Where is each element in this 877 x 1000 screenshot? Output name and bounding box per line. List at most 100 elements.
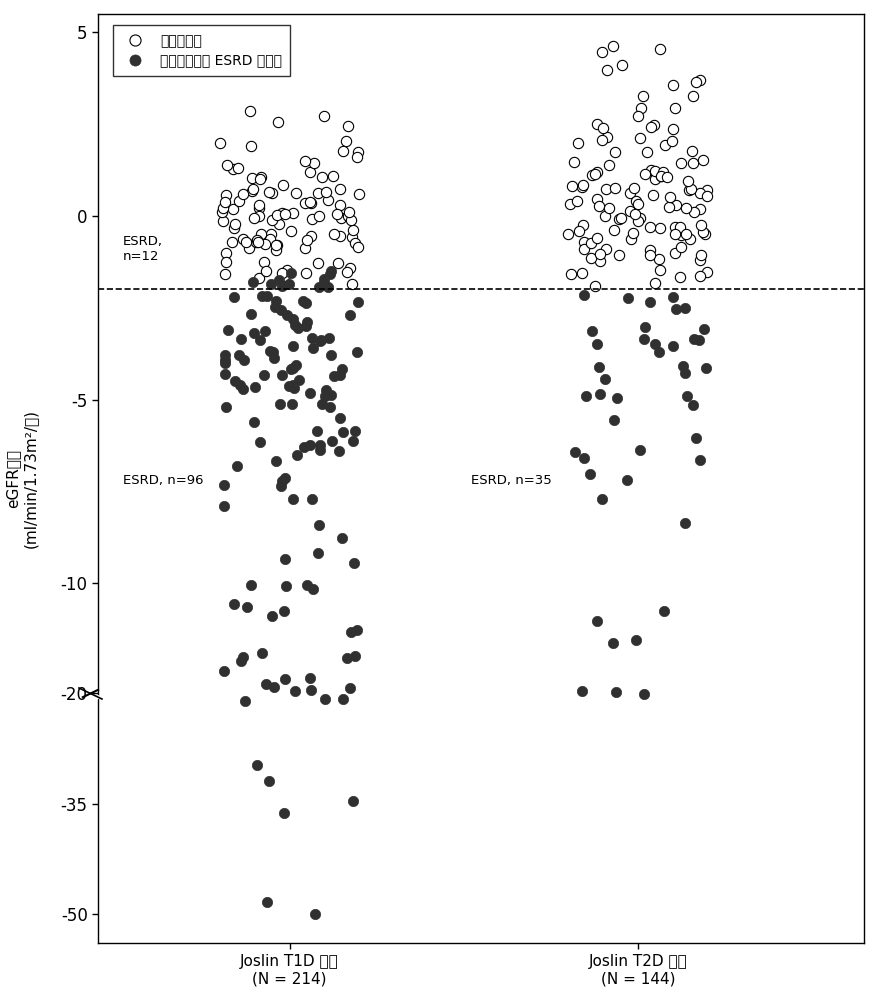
Point [284,361,298,377]
Point [225,161,239,177]
Point [647,171,661,187]
Point [563,266,577,282]
Point [608,180,622,196]
Point [652,220,666,236]
Point [642,219,656,235]
Point [298,195,312,211]
Point [231,160,245,176]
Point [345,229,359,245]
Point [575,217,589,233]
Point [311,255,325,271]
Point [647,275,661,291]
Point [288,683,302,699]
Point [560,226,574,242]
Point [620,290,634,306]
Point [286,205,300,221]
Point [269,237,283,253]
Point [289,185,303,201]
Point [221,322,235,338]
Point [318,184,332,200]
Point [234,653,248,669]
Point [265,185,279,201]
Point [681,182,695,198]
Point [257,367,271,383]
Point [252,270,266,286]
Point [339,264,353,280]
Point [342,680,356,696]
Point [692,252,706,268]
Point [607,412,621,428]
Point [647,336,661,352]
Point [269,293,283,309]
Point [567,154,581,170]
Point [283,223,297,239]
Point [606,222,620,238]
Point [637,686,651,702]
Point [248,234,262,250]
Point [642,294,656,310]
Point [236,381,250,397]
Point [305,211,319,227]
Point [266,344,280,360]
Point [217,355,232,371]
Point [317,691,332,707]
Point [317,108,331,124]
Point [571,223,585,239]
Point [258,236,272,252]
Point [635,88,649,104]
Point [300,314,314,330]
Point [340,118,354,134]
Point [698,360,712,376]
Point [317,271,331,287]
Point [344,624,358,640]
Point [695,152,709,168]
Point [692,72,706,88]
Point [656,603,670,619]
Point [592,359,606,375]
Point [244,306,258,322]
Point [216,213,230,229]
Point [251,234,265,250]
Point [217,498,232,514]
Point [699,182,713,198]
Point [303,437,317,453]
Point [329,206,343,222]
Point [218,399,232,415]
Point [274,478,288,494]
Point [298,295,312,311]
Point [599,129,613,145]
Point [239,234,253,250]
Point [289,447,303,463]
Point [667,226,681,242]
Point [318,388,332,404]
Point [661,199,675,215]
Point [652,41,666,57]
Point [253,171,267,187]
Point [611,247,625,263]
Point [262,773,276,789]
Point [697,226,711,242]
Point [644,119,658,135]
Point [614,57,628,73]
Point [584,167,598,183]
Point [282,378,296,394]
Point [241,240,255,256]
Point [268,237,282,253]
Point [591,198,605,214]
Point [263,231,277,247]
Point [267,350,281,366]
Point [247,379,261,395]
Point [688,74,702,90]
Point [675,358,689,374]
Point [665,133,679,149]
Point [265,608,279,624]
Point [244,577,258,593]
Point [597,371,611,387]
Point [574,683,588,699]
Point [336,424,350,440]
Point [252,197,266,213]
Point [312,442,326,458]
Point [216,200,230,216]
Point [321,330,335,346]
Point [595,44,609,60]
